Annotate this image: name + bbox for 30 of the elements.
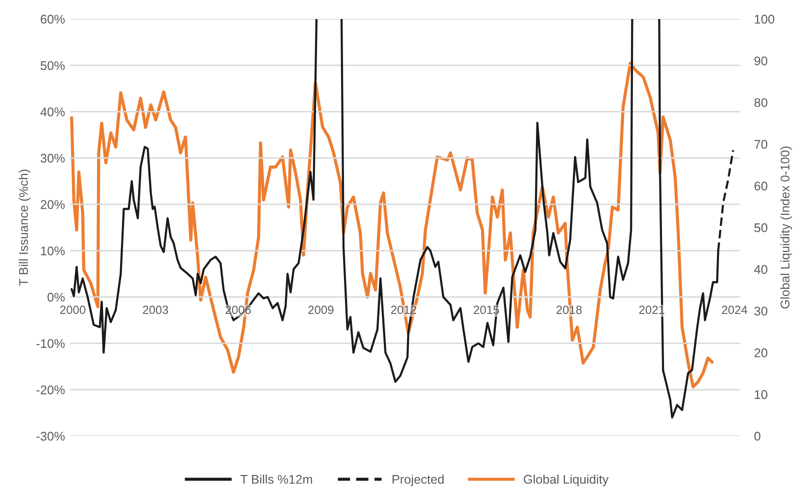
legend-label: Global Liquidity <box>524 474 609 486</box>
y2-tick-label: 70 <box>754 140 768 149</box>
y-tick-label: 0% <box>48 292 65 302</box>
y2-axis-title: Global Liquidity (Index 0-100) <box>780 146 792 309</box>
y-tick-label: 20% <box>40 200 65 209</box>
y2-tick-label: 100 <box>754 14 774 24</box>
y2-tick-label: 90 <box>754 56 768 66</box>
x-tick-label: 2024 <box>722 306 748 314</box>
y-tick-label: -20% <box>36 385 65 394</box>
y-tick-label: 40% <box>40 107 65 116</box>
y-tick-label: 30% <box>40 154 65 163</box>
legend-label: Projected <box>392 474 444 486</box>
y-tick-label: 10% <box>41 246 65 256</box>
y-tick-label: -10% <box>36 339 65 348</box>
y-axis-title: T Bill Issuance (%ch) <box>18 170 30 286</box>
y2-tick-label: 80 <box>754 98 768 108</box>
y2-tick-label: 30 <box>754 306 768 316</box>
x-tick-label: 2009 <box>308 306 334 314</box>
y2-tick-label: 20 <box>754 348 768 358</box>
y2-tick-label: 0 <box>754 432 760 441</box>
legend-label: T Bills %12m <box>240 474 312 484</box>
y-tick-label: -30% <box>36 432 65 441</box>
y2-tick-label: 50 <box>754 223 768 232</box>
x-tick-label: 2003 <box>142 306 168 314</box>
y-tick-label: 50% <box>40 61 65 70</box>
y2-tick-label: 10 <box>754 390 768 399</box>
y-tick-label: 60% <box>40 14 65 24</box>
y2-tick-label: 60 <box>754 182 768 190</box>
y2-tick-label: 40 <box>754 265 768 274</box>
x-tick-label: 2000 <box>60 306 86 314</box>
